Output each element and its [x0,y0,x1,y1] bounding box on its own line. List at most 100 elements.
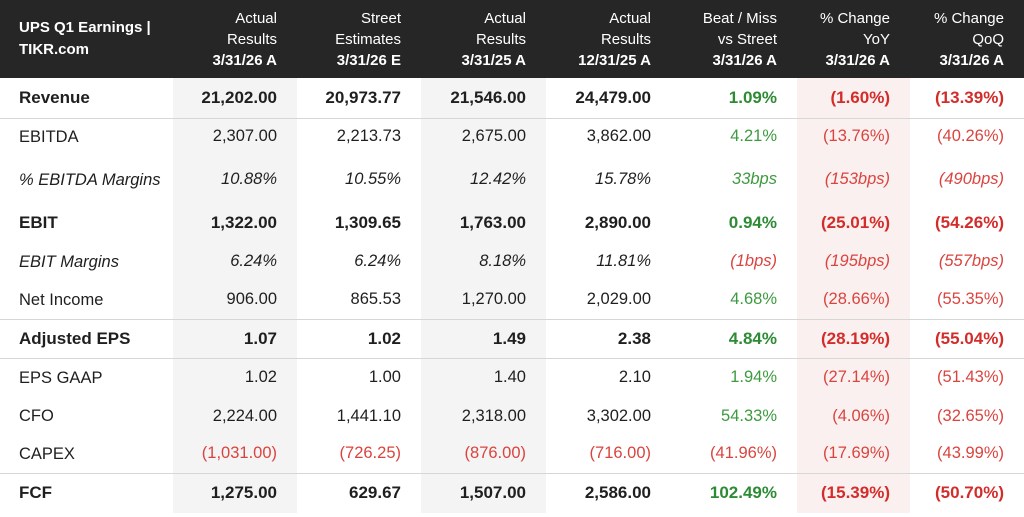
header-date: 3/31/26 A [712,51,778,69]
row-label: EPS GAAP [19,368,103,387]
cell-beat-miss: 33bps [732,170,777,188]
cell-street: 1.00 [368,368,401,387]
header-line-1: Street [360,9,401,27]
cell-actual: 2,307.00 [173,118,297,155]
row-ebitda: EBITDA 2,307.00 2,213.73 2,675.00 3,862.… [0,118,1024,155]
cell-street: 1,441.10 [336,406,401,425]
header-change-qoq: % Change QoQ 3/31/26 A [910,0,1024,78]
cell-prior-quarter: 15.78% [595,170,651,188]
header-street-estimates: Street Estimates 3/31/26 E [297,0,421,78]
header-change-yoy: % Change YoY 3/31/26 A [797,0,910,78]
cell-yoy: (17.69%) [797,435,910,474]
cell-yoy: (28.19%) [797,319,910,359]
cell-beat-miss: 4.68% [671,281,797,320]
cell-street: 6.24% [354,252,401,270]
cell-street: 10.55% [345,170,401,188]
title-line-1: UPS Q1 Earnings | [19,19,151,36]
cell-street: 20,973.77 [297,78,421,119]
cell-yoy: (25.01%) [797,204,910,242]
cell-street: 2,213.73 [336,127,401,146]
header-date: 3/31/26 A [939,51,1005,69]
cell-prior-year: (876.00) [421,435,546,474]
row-capex: CAPEX (1,031.00) (726.25) (876.00) (716.… [0,435,1024,474]
cell-qoq: (32.65%) [937,406,1004,425]
row-fcf: FCF 1,275.00 629.67 1,507.00 2,586.00 10… [0,473,1024,513]
cell-qoq: (40.26%) [937,127,1004,146]
cell-yoy: (28.66%) [797,281,910,320]
header-line-2: QoQ [972,30,1004,48]
header-line-1: Actual [235,9,277,27]
header-line-2: Results [226,30,277,48]
cell-street: (726.25) [297,435,421,474]
cell-yoy: (15.39%) [797,473,910,513]
cell-qoq: (50.70%) [935,483,1004,503]
header-date: 12/31/25 A [578,51,651,69]
cell-prior-quarter: 2.10 [618,368,651,387]
row-label: Net Income [0,281,173,320]
cell-prior-year: 2,318.00 [421,397,546,435]
row-ebit-margins: EBIT Margins 6.24% 6.24% 8.18% 11.81% (1… [0,242,1024,281]
cell-prior-quarter: 11.81% [596,252,651,270]
cell-beat-miss: (1bps) [730,252,777,270]
cell-qoq: (43.99%) [910,435,1024,474]
header-prior-quarter-results: Actual Results 12/31/25 A [546,0,671,78]
header-line-2: YoY [863,30,890,48]
cell-actual: (1,031.00) [173,435,297,474]
row-cfo: CFO 2,224.00 1,441.10 2,318.00 3,302.00 … [0,397,1024,435]
cell-qoq: (13.39%) [910,78,1024,119]
cell-prior-quarter: 2,586.00 [584,483,651,503]
header-date: 3/31/26 E [336,51,401,69]
row-ebit: EBIT 1,322.00 1,309.65 1,763.00 2,890.00… [0,204,1024,242]
table-title: UPS Q1 Earnings | TIKR.com [0,0,173,78]
cell-actual: 21,202.00 [173,78,297,119]
cell-actual: 10.88% [173,155,297,204]
cell-prior-year: 1.40 [421,358,546,397]
cell-beat-miss: 54.33% [721,406,777,425]
row-label: EBIT [19,213,58,232]
cell-street: 865.53 [297,281,421,320]
row-label: Revenue [0,78,173,119]
cell-yoy: (1.60%) [797,78,910,119]
header-prior-year-results: Actual Results 3/31/25 A [421,0,546,78]
cell-street: 629.67 [349,483,401,503]
row-label: EBITDA [19,127,79,146]
cell-prior-quarter: 2,029.00 [546,281,671,320]
cell-yoy: (13.76%) [797,118,910,155]
cell-actual: 1,322.00 [173,204,297,242]
cell-prior-year: 1.49 [421,319,546,359]
cell-qoq: (51.43%) [937,368,1004,387]
header-line-2: vs Street [717,30,777,48]
header-line-1: Actual [609,9,651,27]
cell-prior-year: 21,546.00 [421,78,546,119]
row-net-income: Net Income 906.00 865.53 1,270.00 2,029.… [0,281,1024,320]
header-line-1: % Change [933,9,1004,27]
cell-actual: 2,224.00 [173,397,297,435]
cell-yoy: (4.06%) [797,397,910,435]
cell-beat-miss: 1.09% [671,78,797,119]
header-line-2: Results [600,30,651,48]
header-beat-miss: Beat / Miss vs Street 3/31/26 A [671,0,797,78]
cell-prior-quarter: 3,302.00 [586,406,651,425]
row-label: EBIT Margins [19,252,119,271]
header-row: UPS Q1 Earnings | TIKR.com Actual Result… [0,0,1024,78]
cell-actual: 1.07 [173,319,297,359]
cell-beat-miss: (41.96%) [671,435,797,474]
cell-prior-year: 8.18% [421,242,546,281]
cell-yoy: (153bps) [797,155,910,204]
cell-street: 1.02 [297,319,421,359]
cell-actual: 1,275.00 [173,473,297,513]
cell-prior-year: 12.42% [421,155,546,204]
cell-qoq: (490bps) [938,170,1004,188]
header-date: 3/31/26 A [212,51,278,69]
header-line-1: % Change [819,9,890,27]
header-line-1: Actual [484,9,526,27]
header-actual-results: Actual Results 3/31/26 A [173,0,297,78]
cell-yoy: (27.14%) [797,358,910,397]
cell-qoq: (557bps) [938,252,1004,270]
cell-prior-year: 2,675.00 [421,118,546,155]
header-date: 3/31/25 A [461,51,527,69]
cell-prior-quarter: (716.00) [546,435,671,474]
cell-qoq: (55.35%) [910,281,1024,320]
row-ebitda-margins: % EBITDA Margins 10.88% 10.55% 12.42% 15… [0,155,1024,204]
